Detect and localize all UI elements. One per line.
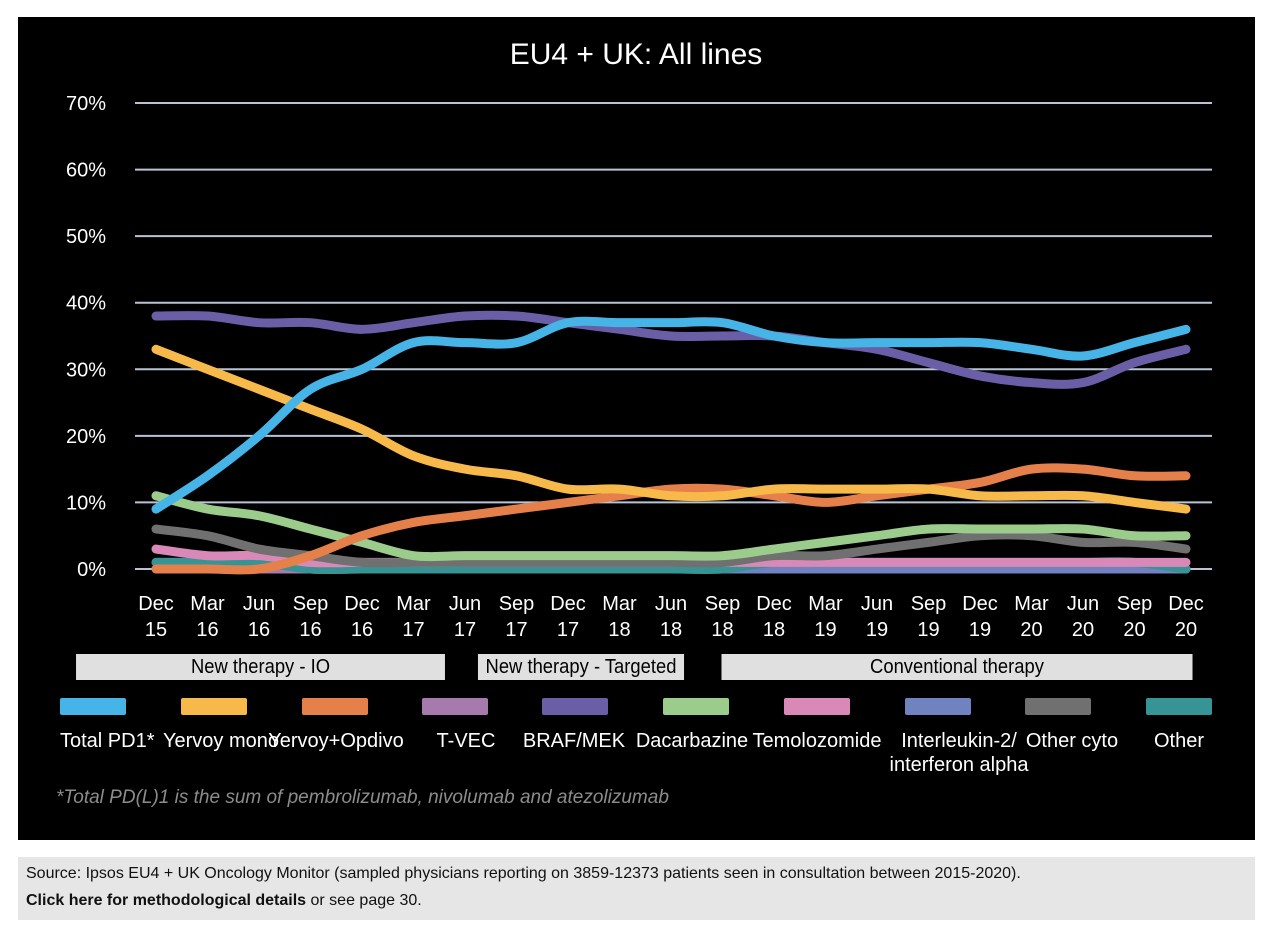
series-line-dacarbazine <box>151 491 1191 562</box>
x-tick-year: 18 <box>660 619 682 641</box>
methodology-suffix: or see page 30. <box>306 892 422 909</box>
x-tick-year: 19 <box>969 619 991 641</box>
x-tick-year: 16 <box>196 619 218 641</box>
methodology-link[interactable]: Click here for methodological details <box>26 892 307 909</box>
x-tick-month: Sep <box>293 593 329 615</box>
x-tick-year: 17 <box>557 619 579 641</box>
y-tick-label: 20% <box>66 426 106 448</box>
x-tick-month: Mar <box>190 593 225 615</box>
legend-swatch <box>181 698 247 715</box>
source-text: Source: Ipsos EU4 + UK Oncology Monitor … <box>26 865 1021 882</box>
legend-swatch <box>1025 698 1091 715</box>
chart-title: EU4 + UK: All lines <box>510 38 763 71</box>
x-tick-year: 17 <box>454 619 476 641</box>
x-tick-year: 17 <box>402 619 424 641</box>
y-tick-label: 60% <box>66 160 106 182</box>
x-tick-month: Dec <box>550 593 586 615</box>
series-line-yervoy-mono <box>151 344 1191 514</box>
x-tick-month: Sep <box>499 593 535 615</box>
chart-panel: EU4 + UK: All lines 0% 10% 20% 30% 40% 50% 60%… <box>18 17 1255 840</box>
y-tick-label: 70% <box>66 93 106 115</box>
x-tick-month: Sep <box>911 593 947 615</box>
legend-swatch <box>302 698 368 715</box>
x-tick-month: Jun <box>1067 593 1099 615</box>
x-tick-year: 16 <box>248 619 270 641</box>
source-methodology: Click here for methodological details or… <box>26 892 422 910</box>
x-tick-year: 20 <box>1175 619 1197 641</box>
series-lines <box>151 310 1191 575</box>
y-tick-label: 50% <box>66 226 106 248</box>
x-tick-year: 19 <box>814 619 836 641</box>
x-tick-month: Dec <box>1168 593 1204 615</box>
x-tick-month: Sep <box>1117 593 1153 615</box>
legend-swatch <box>663 698 729 715</box>
x-tick-year: 19 <box>917 619 939 641</box>
legend-label: Temolozomide <box>752 730 882 752</box>
y-tick-label: 30% <box>66 359 106 381</box>
x-tick-year: 20 <box>1072 619 1094 641</box>
x-tick-month: Sep <box>705 593 741 615</box>
legend-swatch <box>422 698 488 715</box>
x-tick-month: Dec <box>344 593 380 615</box>
x-tick-year: 16 <box>351 619 373 641</box>
x-tick-month: Dec <box>138 593 174 615</box>
legend-label: Dacarbazine <box>635 730 749 752</box>
footnote: *Total PD(L)1 is the sum of pembrolizuma… <box>56 787 669 808</box>
series-line-total-pd1 <box>151 316 1191 514</box>
band-new-therapy-targeted: New therapy - Targeted <box>477 654 685 680</box>
legend-label: Yervoy+Opdivo <box>268 730 404 752</box>
x-tick-month: Jun <box>243 593 275 615</box>
legend-label: Other cyto <box>1025 730 1119 752</box>
grid-lines <box>135 102 1212 570</box>
x-tick-year: 20 <box>1123 619 1145 641</box>
x-tick-month: Dec <box>962 593 998 615</box>
x-tick-month: Mar <box>1014 593 1049 615</box>
x-tick-month: Jun <box>655 593 687 615</box>
series-line-other-cyto <box>151 524 1191 568</box>
y-tick-label: 40% <box>66 293 106 315</box>
y-tick-label: 0% <box>77 559 106 581</box>
x-tick-month: Mar <box>602 593 637 615</box>
x-tick-month: Mar <box>396 593 431 615</box>
x-tick-year: 20 <box>1020 619 1042 641</box>
x-tick-month: Jun <box>449 593 481 615</box>
x-tick-month: Mar <box>808 593 843 615</box>
legend-label: BRAF/MEK <box>522 730 626 752</box>
legend-label: T-VEC <box>436 730 496 752</box>
band-conventional-therapy: Conventional therapy <box>721 654 1193 680</box>
x-tick-year: 19 <box>866 619 888 641</box>
legend-swatch <box>784 698 850 715</box>
source-box: Source: Ipsos EU4 + UK Oncology Monitor … <box>18 857 1255 920</box>
x-tick-year: 15 <box>145 619 167 641</box>
legend-swatch <box>60 698 126 715</box>
x-tick-year: 18 <box>608 619 630 641</box>
x-tick-year: 18 <box>763 619 785 641</box>
legend-label: Other <box>1153 730 1205 752</box>
series-line-braf-mek <box>151 310 1191 389</box>
line-chart: EU4 + UK: All lines 0% 10% 20% 30% 40% 50% 60%… <box>66 38 1212 641</box>
legend-swatch <box>542 698 608 715</box>
legend-label: Interleukin-2/interferon alpha <box>889 730 1029 776</box>
x-axis-ticks: Dec 15 Mar 16 Jun 16 Sep 16 Dec 16 Mar 17 Jun 17 Sep 17… <box>138 593 1204 641</box>
x-tick-month: Jun <box>861 593 893 615</box>
legend-swatch <box>1146 698 1212 715</box>
x-tick-year: 18 <box>711 619 733 641</box>
x-tick-year: 16 <box>299 619 321 641</box>
y-tick-label: 10% <box>66 492 106 514</box>
y-axis-ticks: 0% 10% 20% 30% 40% 50% 60% 70% <box>66 93 106 581</box>
band-new-therapy-io: New therapy - IO <box>76 654 445 680</box>
legend-label: Yervoy mono <box>163 730 279 752</box>
x-tick-month: Dec <box>756 593 792 615</box>
series-line-yervoy-opdivo <box>151 463 1191 575</box>
x-tick-year: 17 <box>505 619 527 641</box>
legend-swatch <box>905 698 971 715</box>
legend-label: Total PD1* <box>60 730 155 752</box>
